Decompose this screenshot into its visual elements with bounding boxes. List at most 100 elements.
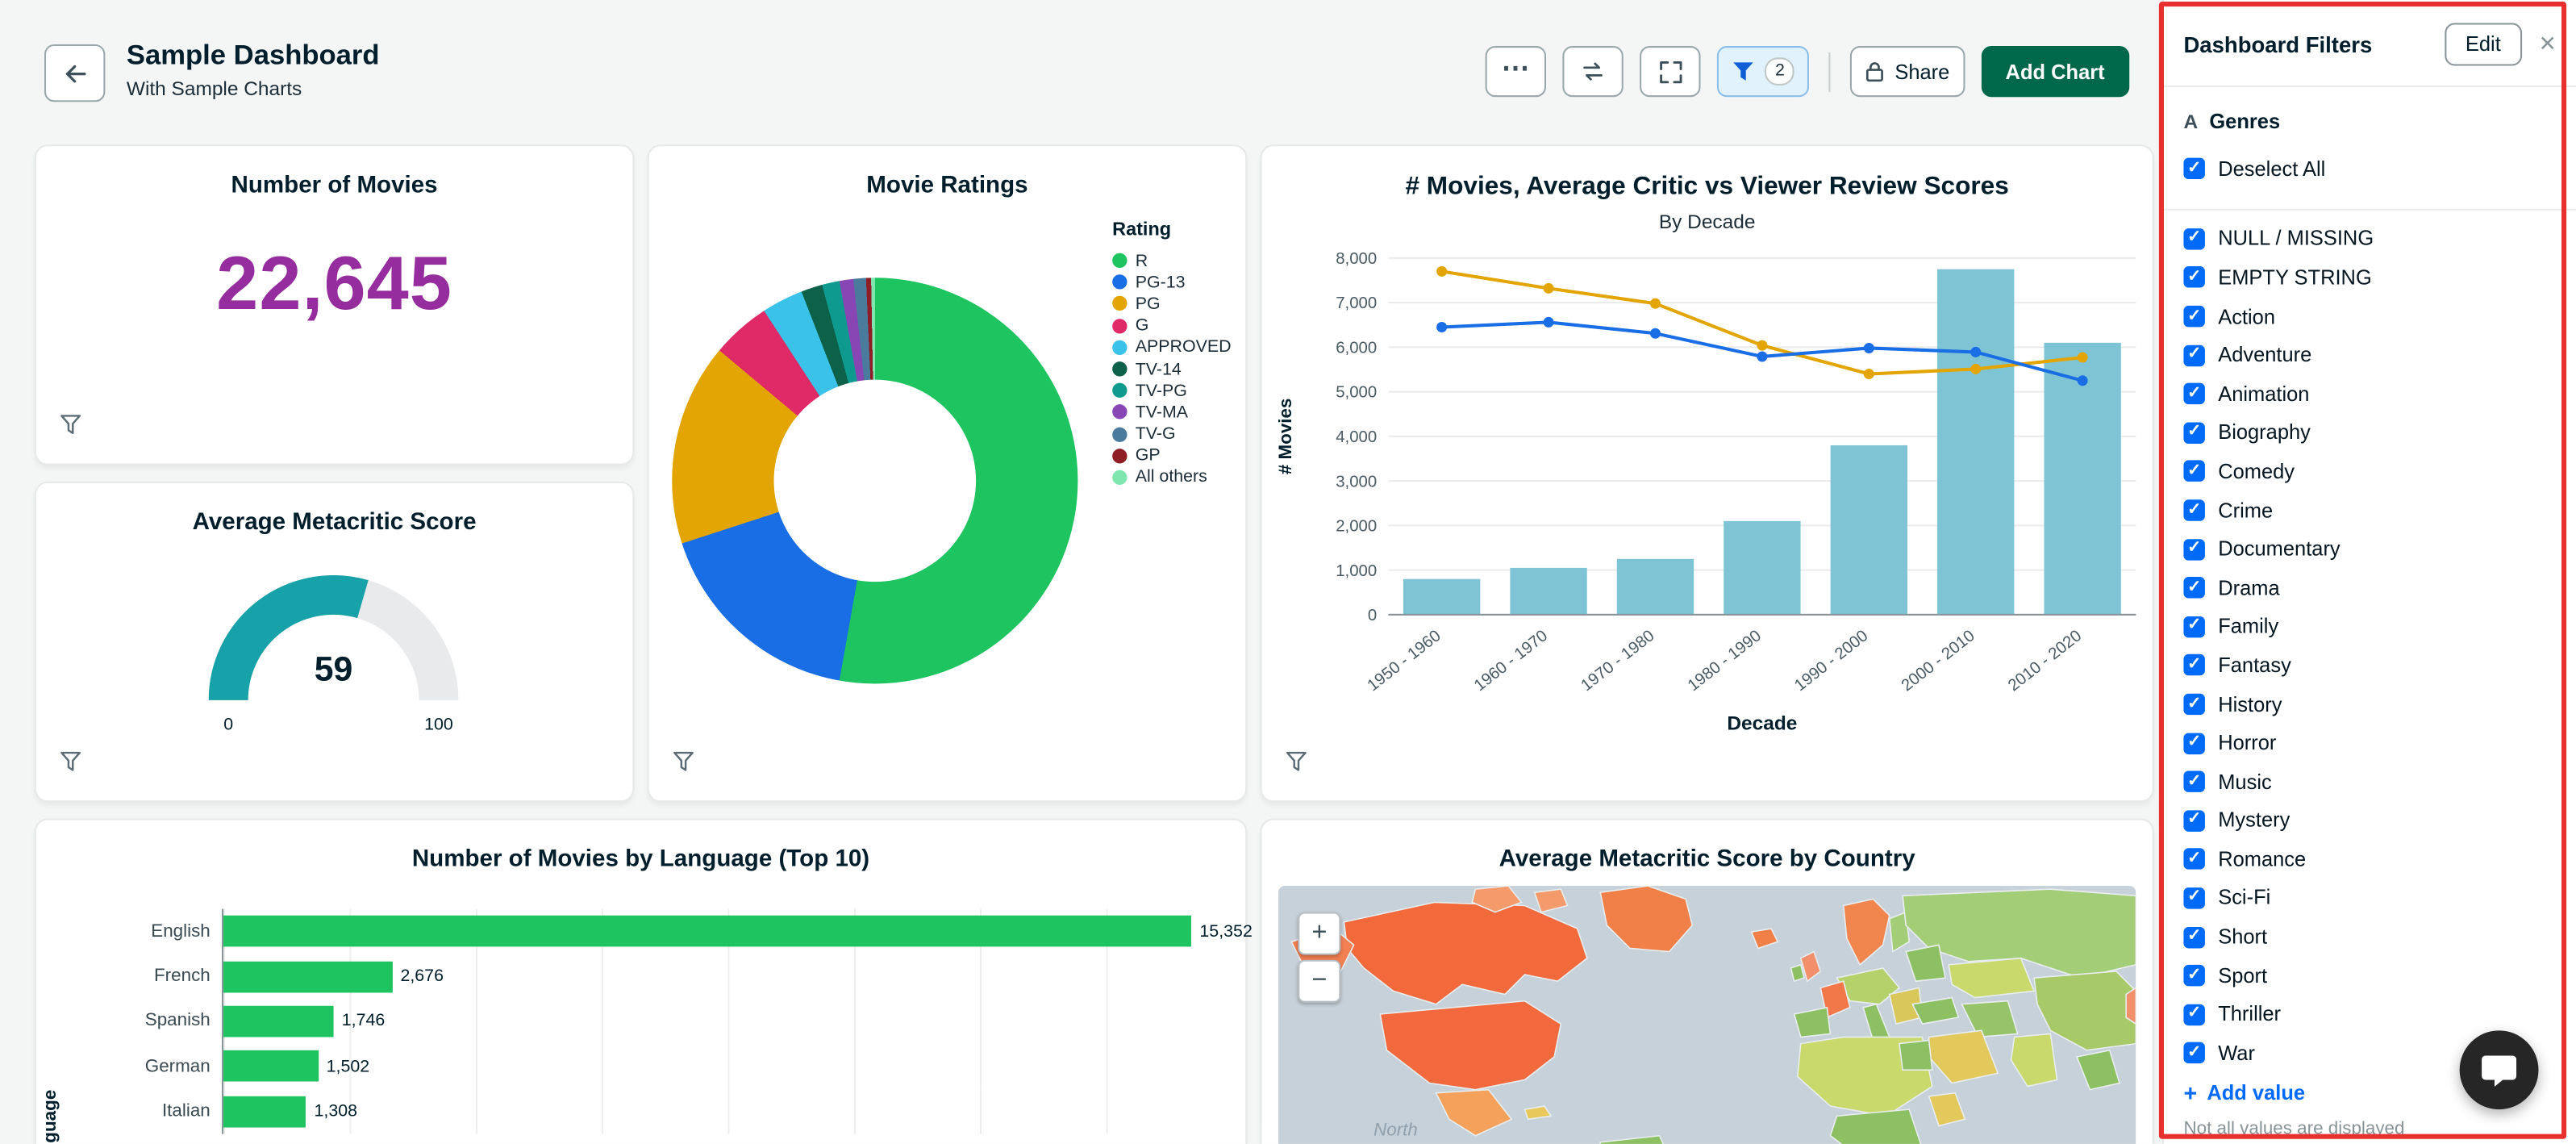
filter-value-row[interactable]: Sci-Fi	[2183, 879, 2556, 917]
filter-value-row[interactable]: NULL / MISSING	[2183, 219, 2556, 258]
checkbox-checked[interactable]	[2183, 732, 2205, 754]
filter-value-row[interactable]: EMPTY STRING	[2183, 258, 2556, 297]
zoom-in-button[interactable]: +	[1298, 912, 1341, 955]
filter-value-row[interactable]: Animation	[2183, 374, 2556, 413]
checkbox-checked[interactable]	[2183, 538, 2205, 560]
filter-value-row[interactable]: Adventure	[2183, 336, 2556, 374]
checkbox-checked[interactable]	[2183, 422, 2205, 444]
checkbox-checked[interactable]	[2183, 383, 2205, 405]
checkbox-checked[interactable]	[2183, 887, 2205, 909]
chart-title: Movie Ratings	[866, 172, 1028, 199]
legend-swatch-icon	[1112, 361, 1128, 377]
checkbox-checked[interactable]	[2183, 577, 2205, 599]
divider	[2163, 207, 2576, 210]
svg-text:1990 - 2000: 1990 - 2000	[1791, 627, 1871, 695]
svg-text:100: 100	[424, 715, 453, 734]
checkbox-checked[interactable]	[2183, 344, 2205, 366]
filter-value-row[interactable]: Fantasy	[2183, 646, 2556, 685]
chart-filter-funnel-icon[interactable]	[59, 414, 82, 444]
filter-value-row[interactable]: Sport	[2183, 956, 2556, 995]
filter-value-row[interactable]: Crime	[2183, 491, 2556, 530]
legend-item: TV-MA	[1112, 402, 1231, 424]
filter-value-label: Fantasy	[2218, 653, 2291, 678]
edit-filters-button[interactable]: Edit	[2444, 23, 2523, 66]
bar	[223, 1050, 319, 1083]
fullscreen-button[interactable]	[1640, 46, 1702, 98]
filter-value-row[interactable]: Horror	[2183, 724, 2556, 762]
bar-value-label: 1,746	[341, 1011, 386, 1032]
legend-label: GP	[1135, 445, 1161, 466]
checkbox-checked[interactable]	[2183, 1042, 2205, 1064]
checkbox-checked[interactable]	[2183, 693, 2205, 716]
checkbox-checked[interactable]	[2183, 499, 2205, 521]
world-map: North	[1278, 886, 2136, 1144]
legend-swatch-icon	[1112, 318, 1128, 333]
filter-value-label: Adventure	[2218, 344, 2312, 367]
svg-text:2010 - 2020: 2010 - 2020	[2005, 627, 2085, 695]
filter-value-row[interactable]: Mystery	[2183, 801, 2556, 840]
chart-filter-funnel-icon[interactable]	[59, 751, 82, 781]
checkbox-checked[interactable]	[2183, 267, 2205, 289]
checkbox-checked[interactable]	[2183, 809, 2205, 832]
map-region-label: North	[1373, 1120, 1418, 1140]
bar-row: Spanish 1,746	[62, 999, 1232, 1044]
svg-text:5,000: 5,000	[1336, 384, 1377, 402]
filter-value-row[interactable]: Documentary	[2183, 530, 2556, 569]
legend-swatch-icon	[1112, 448, 1128, 464]
filter-value-row[interactable]: Action	[2183, 297, 2556, 336]
checkbox-checked[interactable]	[2183, 926, 2205, 948]
filter-value-row[interactable]: Family	[2183, 607, 2556, 646]
add-value-button[interactable]: + Add value	[2183, 1073, 2556, 1113]
chart-title: Average Metacritic Score	[192, 509, 477, 537]
dashboard-filters-button[interactable]: 2	[1717, 46, 1810, 98]
lock-icon	[1866, 62, 1884, 82]
checkbox-checked[interactable]	[2183, 461, 2205, 482]
filter-value-row[interactable]: Drama	[2183, 569, 2556, 607]
filter-value-row[interactable]: Romance	[2183, 840, 2556, 879]
filter-value-label: Biography	[2218, 421, 2311, 445]
filter-value-row[interactable]: War	[2183, 1034, 2556, 1073]
big-number: 22,645	[216, 240, 452, 326]
legend-label: All others	[1135, 467, 1207, 487]
checkbox-checked[interactable]	[2183, 306, 2205, 328]
bar-track: 15,352	[222, 908, 1253, 954]
bar-category-label: Spanish	[144, 1011, 210, 1032]
checkbox-checked[interactable]	[2183, 228, 2205, 250]
deselect-all-row[interactable]: Deselect All	[2183, 149, 2556, 188]
checkbox-checked[interactable]	[2183, 1004, 2205, 1025]
svg-text:2,000: 2,000	[1336, 518, 1377, 536]
zoom-out-button[interactable]: −	[1298, 959, 1341, 1003]
checkbox-checked[interactable]	[2183, 158, 2205, 180]
checkbox-checked[interactable]	[2183, 848, 2205, 871]
filter-value-row[interactable]: Thriller	[2183, 995, 2556, 1033]
add-value-label: Add value	[2207, 1080, 2306, 1104]
chart-filter-funnel-icon[interactable]	[1285, 751, 1308, 781]
filter-value-label: Family	[2218, 615, 2279, 639]
chart-filter-funnel-icon[interactable]	[672, 751, 695, 781]
checkbox-checked[interactable]	[2183, 965, 2205, 987]
deselect-all-label: Deselect All	[2218, 157, 2326, 181]
filter-value-row[interactable]: Comedy	[2183, 453, 2556, 491]
refresh-button[interactable]	[1563, 46, 1624, 98]
share-button[interactable]: Share	[1850, 46, 1965, 98]
filter-value-row[interactable]: Music	[2183, 762, 2556, 801]
bar-row: French 2,676	[62, 954, 1232, 1000]
close-panel-icon[interactable]: ✕	[2538, 31, 2557, 56]
filter-value-row[interactable]: Biography	[2183, 413, 2556, 452]
checkbox-checked[interactable]	[2183, 654, 2205, 677]
checkbox-checked[interactable]	[2183, 770, 2205, 793]
more-options-button[interactable]: ⋯	[1486, 46, 1547, 98]
filter-field-name: Genres	[2209, 110, 2281, 134]
page-title: Sample Dashboard	[126, 39, 380, 71]
filter-value-label: Thriller	[2218, 1003, 2282, 1026]
chat-widget-button[interactable]	[2459, 1030, 2539, 1110]
bar-row: English 15,352	[62, 908, 1253, 954]
checkbox-checked[interactable]	[2183, 616, 2205, 638]
filter-value-row[interactable]: Short	[2183, 917, 2556, 956]
refresh-icon	[1583, 62, 1603, 81]
filter-value-row[interactable]: History	[2183, 685, 2556, 724]
donut-chart	[672, 278, 1078, 684]
add-chart-button[interactable]: Add Chart	[1981, 46, 2130, 98]
back-button[interactable]	[44, 44, 106, 102]
